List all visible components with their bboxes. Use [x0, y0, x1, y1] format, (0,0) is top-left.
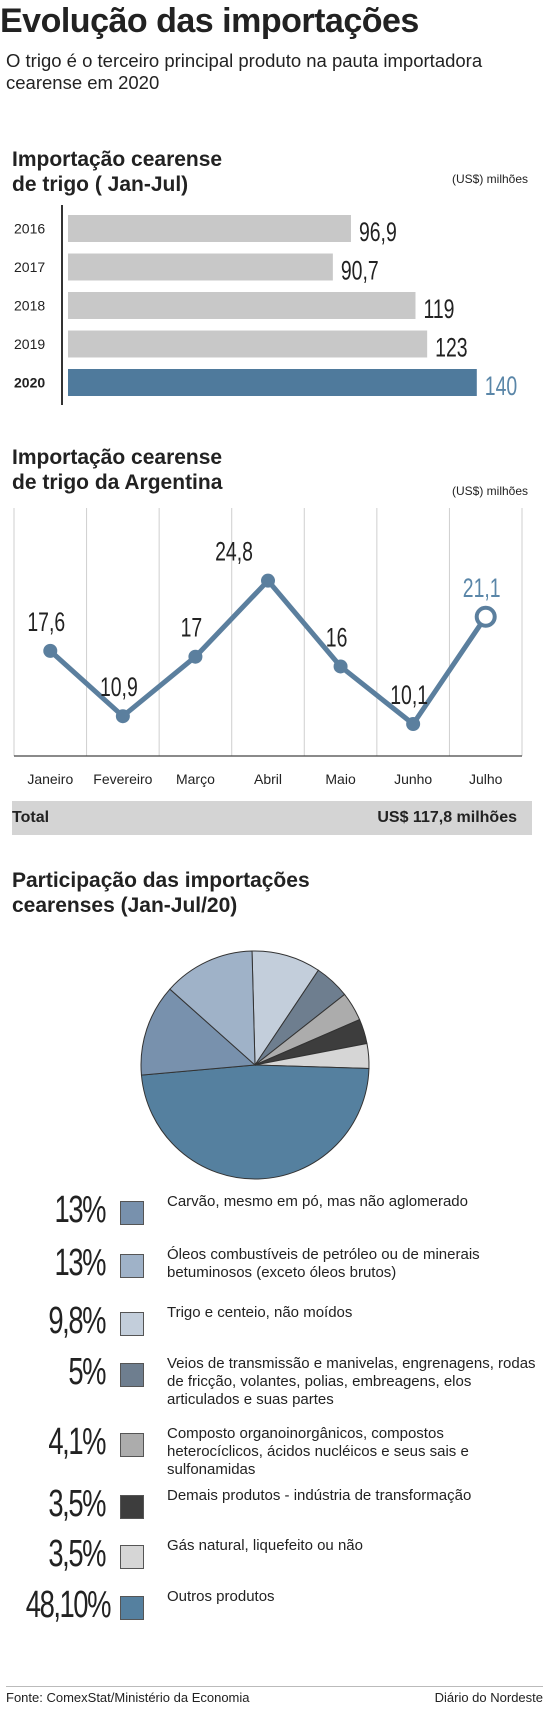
footer-brand: Diário do Nordeste — [434, 1690, 543, 1705]
total-value: US$ 117,8 milhões — [377, 809, 517, 826]
legend-percent: 5% — [68, 1351, 106, 1393]
line-value-label: 10,9 — [100, 672, 138, 702]
bar-value-label: 96,9 — [359, 217, 397, 247]
main-title: Evolução das importações — [0, 2, 419, 40]
line-chart: 17,6 Janeiro 10,9 Fevereiro 17 Março 24,8 Abril… — [13, 508, 523, 787]
bar-2017 — [68, 253, 333, 281]
legend-label: Composto organoinorgânicos, compostos he… — [167, 1425, 469, 1478]
bar-chart-title-line1: Importação cearense — [12, 148, 223, 171]
line-point-Janeiro — [43, 643, 58, 658]
line-chart-title-line1: Importação cearense — [12, 446, 223, 469]
line-value-label: 16 — [326, 622, 348, 652]
line-category-label: Maio — [325, 771, 356, 787]
bar-chart: 2016 96,9 2017 90,7 2018 119 2019 123 2020 140 — [14, 205, 517, 405]
pie-chart-title: Participação das importações cearenses (… — [12, 868, 310, 918]
pie-slice — [140, 1064, 370, 1180]
total-label: Total — [12, 809, 50, 826]
legend-percent: 3,5% — [48, 1533, 106, 1575]
pie-chart — [140, 950, 370, 1180]
bar-value-label: 140 — [485, 371, 517, 401]
legend-swatch — [120, 1312, 144, 1336]
line-point-Fevereiro — [115, 709, 130, 724]
legend-swatch — [120, 1495, 144, 1519]
line-category-label: Fevereiro — [93, 771, 152, 787]
pie-slice — [169, 950, 256, 1067]
bar-chart-unit: (US$) milhões — [452, 172, 529, 186]
bar-value-label: 123 — [435, 332, 467, 362]
legend-label: Demais produtos - indústria de transform… — [167, 1487, 472, 1504]
footer-divider — [6, 1686, 543, 1687]
bar-category-label: 2017 — [14, 259, 45, 275]
legend-percent: 3,5% — [48, 1483, 106, 1525]
line-point-Junho — [406, 717, 421, 731]
pie-chart-title-line2: cearenses (Jan-Jul/20) — [12, 894, 238, 917]
legend-swatch — [120, 1254, 144, 1278]
pie-chart-title-line1: Participação das importações — [12, 869, 310, 892]
legend-label: Gás natural, liquefeito ou não — [167, 1537, 363, 1554]
line-point-Maio — [333, 659, 348, 674]
legend-label: Trigo e centeio, não moídos — [167, 1304, 353, 1321]
bar-category-label: 2016 — [14, 221, 45, 237]
legend-swatch — [120, 1596, 144, 1620]
legend-percent: 4,1% — [48, 1421, 106, 1463]
line-category-label: Abril — [254, 771, 282, 787]
legend-swatch — [120, 1363, 144, 1387]
bar-category-label: 2019 — [14, 336, 45, 352]
bar-2016 — [68, 215, 351, 242]
bar-chart-title: Importação cearense de trigo ( Jan-Jul) — [12, 147, 222, 197]
total-bar — [12, 801, 532, 835]
line-category-label: Março — [176, 771, 215, 787]
bar-value-label: 90,7 — [341, 255, 379, 285]
line-chart-title-line2: de trigo da Argentina — [12, 471, 223, 494]
line-value-label: 17 — [181, 613, 203, 643]
legend-swatch — [120, 1545, 144, 1569]
line-value-label: 21,1 — [463, 573, 501, 603]
legend-label: Veios de transmissão e manivelas, engren… — [167, 1355, 536, 1408]
line-value-label: 17,6 — [27, 607, 65, 637]
legend-label: Óleos combustíveis de petróleo ou de min… — [167, 1246, 480, 1281]
line-point-Julho — [474, 605, 497, 628]
pie-slice — [140, 988, 257, 1076]
bar-2018 — [68, 292, 416, 319]
line-category-label: Janeiro — [27, 771, 73, 787]
legend-percent: 13% — [54, 1189, 107, 1231]
legend-label: Carvão, mesmo em pó, mas não aglomerado — [167, 1193, 468, 1210]
bar-category-label: 2020 — [14, 375, 45, 391]
line-category-label: Julho — [469, 771, 503, 787]
subtitle: O trigo é o terceiro principal produto n… — [6, 50, 483, 93]
line-point-Abril — [261, 573, 275, 588]
legend-percent: 48,10% — [25, 1584, 112, 1626]
line-chart-unit: (US$) milhões — [452, 484, 529, 498]
bar-2019 — [68, 330, 428, 358]
legend-swatch — [120, 1201, 144, 1225]
line-value-label: 24,8 — [215, 537, 253, 567]
bar-category-label: 2018 — [14, 298, 45, 314]
line-chart-title: Importação cearense de trigo da Argentin… — [12, 445, 222, 495]
legend-label: Outros produtos — [167, 1588, 275, 1605]
legend-percent: 13% — [54, 1242, 107, 1284]
bar-value-label: 119 — [423, 294, 454, 324]
legend-percent: 9,8% — [48, 1300, 106, 1342]
bar-2020 — [68, 369, 477, 396]
line-value-label: 10,1 — [390, 680, 428, 710]
footer-source: Fonte: ComexStat/Ministério da Economia — [6, 1690, 250, 1705]
line-point-Março — [188, 649, 203, 664]
legend-swatch — [120, 1433, 144, 1457]
bar-chart-title-line2: de trigo ( Jan-Jul) — [12, 173, 189, 196]
line-category-label: Junho — [394, 771, 432, 787]
